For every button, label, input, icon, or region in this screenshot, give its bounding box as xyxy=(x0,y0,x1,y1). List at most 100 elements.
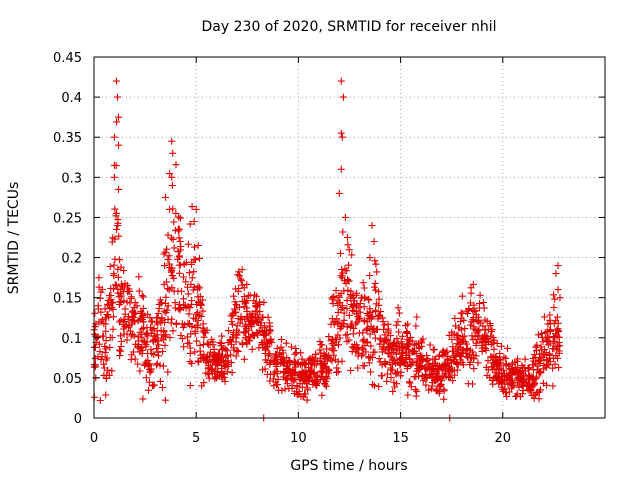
data-point xyxy=(287,343,295,351)
data-point xyxy=(388,345,396,352)
data-point xyxy=(554,262,562,270)
data-point xyxy=(371,279,379,287)
data-point xyxy=(200,333,208,341)
data-point xyxy=(147,346,155,353)
data-point xyxy=(188,359,196,367)
data-point xyxy=(544,320,552,328)
data-point xyxy=(248,310,256,318)
data-point xyxy=(354,313,362,321)
data-point xyxy=(504,344,511,352)
data-point xyxy=(113,226,120,233)
data-point xyxy=(99,332,107,340)
data-point xyxy=(435,383,443,390)
data-point xyxy=(356,308,364,316)
data-point xyxy=(125,287,133,295)
data-point xyxy=(102,375,110,382)
data-point xyxy=(366,254,374,262)
data-point xyxy=(480,299,487,306)
data-point xyxy=(127,295,135,303)
data-point xyxy=(414,367,422,375)
data-point xyxy=(164,368,172,376)
data-point xyxy=(176,214,184,222)
data-point xyxy=(437,375,445,383)
data-point xyxy=(426,341,434,349)
data-point xyxy=(180,343,188,351)
data-point xyxy=(164,285,172,293)
data-point xyxy=(424,356,432,364)
data-point xyxy=(360,294,368,302)
data-point xyxy=(352,320,360,328)
data-point xyxy=(360,303,368,311)
data-point xyxy=(175,305,183,313)
data-point xyxy=(136,345,144,353)
data-point xyxy=(517,374,525,382)
data-point xyxy=(398,355,406,363)
data-point xyxy=(431,355,439,363)
data-point xyxy=(457,318,465,326)
y-tick-label: 0.2 xyxy=(61,252,82,267)
data-point xyxy=(337,129,345,137)
data-point xyxy=(524,382,532,390)
data-point xyxy=(521,355,529,363)
y-tick-label: 0.05 xyxy=(53,372,82,387)
data-point xyxy=(219,346,226,354)
data-point xyxy=(91,309,99,317)
data-point xyxy=(452,350,460,358)
data-point xyxy=(184,283,191,291)
data-point xyxy=(390,357,398,365)
data-point xyxy=(345,261,353,269)
data-point xyxy=(360,284,368,292)
data-point xyxy=(352,307,360,315)
data-point xyxy=(205,370,213,378)
data-point xyxy=(213,360,221,368)
data-point xyxy=(175,234,183,242)
data-point xyxy=(262,336,270,344)
data-point xyxy=(238,277,245,285)
data-point xyxy=(394,318,402,326)
data-point xyxy=(110,270,118,278)
data-point xyxy=(500,353,508,361)
data-point xyxy=(222,345,230,353)
data-point xyxy=(117,332,125,340)
data-point xyxy=(194,242,202,249)
data-point xyxy=(161,396,169,404)
data-point xyxy=(110,133,118,141)
data-point xyxy=(290,377,298,385)
data-point xyxy=(305,377,313,385)
data-point xyxy=(185,269,193,277)
data-point xyxy=(115,113,122,121)
data-point xyxy=(495,374,503,382)
data-point xyxy=(102,337,110,345)
data-point xyxy=(337,165,345,173)
y-tick-label: 0.4 xyxy=(61,91,82,106)
data-point xyxy=(102,327,110,335)
data-point xyxy=(472,341,480,349)
data-point xyxy=(196,254,203,262)
data-point xyxy=(106,344,114,351)
data-point xyxy=(425,360,433,368)
data-point xyxy=(345,277,353,285)
data-point xyxy=(227,337,235,345)
data-point xyxy=(196,284,203,292)
data-point xyxy=(330,293,338,301)
data-point xyxy=(190,256,198,264)
data-point xyxy=(285,385,293,392)
data-point xyxy=(124,281,131,289)
data-point xyxy=(117,285,125,293)
data-point xyxy=(114,273,122,281)
data-point xyxy=(368,313,375,321)
data-point xyxy=(394,368,401,376)
data-point xyxy=(189,286,197,294)
data-point xyxy=(280,354,287,362)
data-point xyxy=(381,358,389,365)
data-point xyxy=(335,341,342,349)
data-point xyxy=(387,374,395,381)
data-point xyxy=(230,292,238,300)
data-point xyxy=(238,281,246,289)
data-point xyxy=(192,310,200,318)
data-point xyxy=(366,272,374,279)
data-point xyxy=(461,325,469,333)
data-point xyxy=(553,332,561,340)
data-point xyxy=(345,336,353,344)
data-point xyxy=(360,362,368,370)
